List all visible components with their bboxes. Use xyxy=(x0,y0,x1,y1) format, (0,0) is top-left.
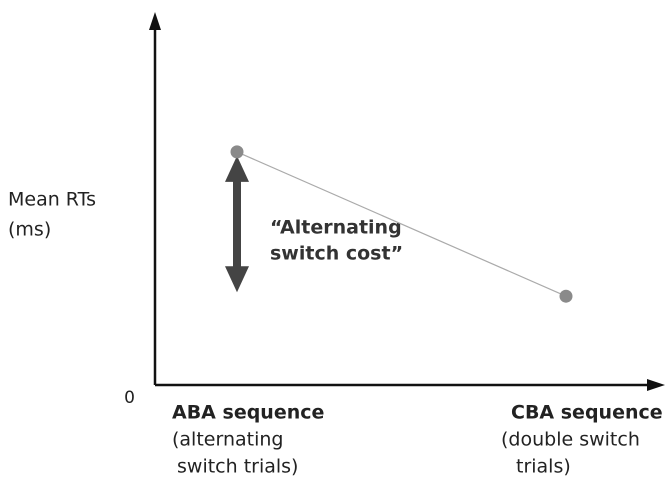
y-axis-arrow xyxy=(149,12,161,30)
data-point xyxy=(230,145,244,159)
cost-arrow-head xyxy=(225,155,249,182)
x-axis-arrow xyxy=(647,379,665,391)
data-point xyxy=(559,289,573,303)
annotation: “Alternating xyxy=(270,217,402,239)
x-tick-note: (alternating xyxy=(172,429,283,451)
data-line xyxy=(236,151,567,297)
x-tick-label: ABA sequence xyxy=(172,402,324,424)
y-tick-label: 0 xyxy=(124,388,135,408)
x-tick-note: trials) xyxy=(516,456,571,478)
y-label: Mean RTs xyxy=(8,189,96,211)
x-tick-note: (double switch xyxy=(501,429,640,451)
y-label: (ms) xyxy=(8,219,51,241)
annotation: switch cost” xyxy=(270,243,403,265)
x-tick-label: CBA sequence xyxy=(511,402,663,424)
x-tick-note: switch trials) xyxy=(177,456,298,478)
cost-arrow-head xyxy=(225,266,249,293)
